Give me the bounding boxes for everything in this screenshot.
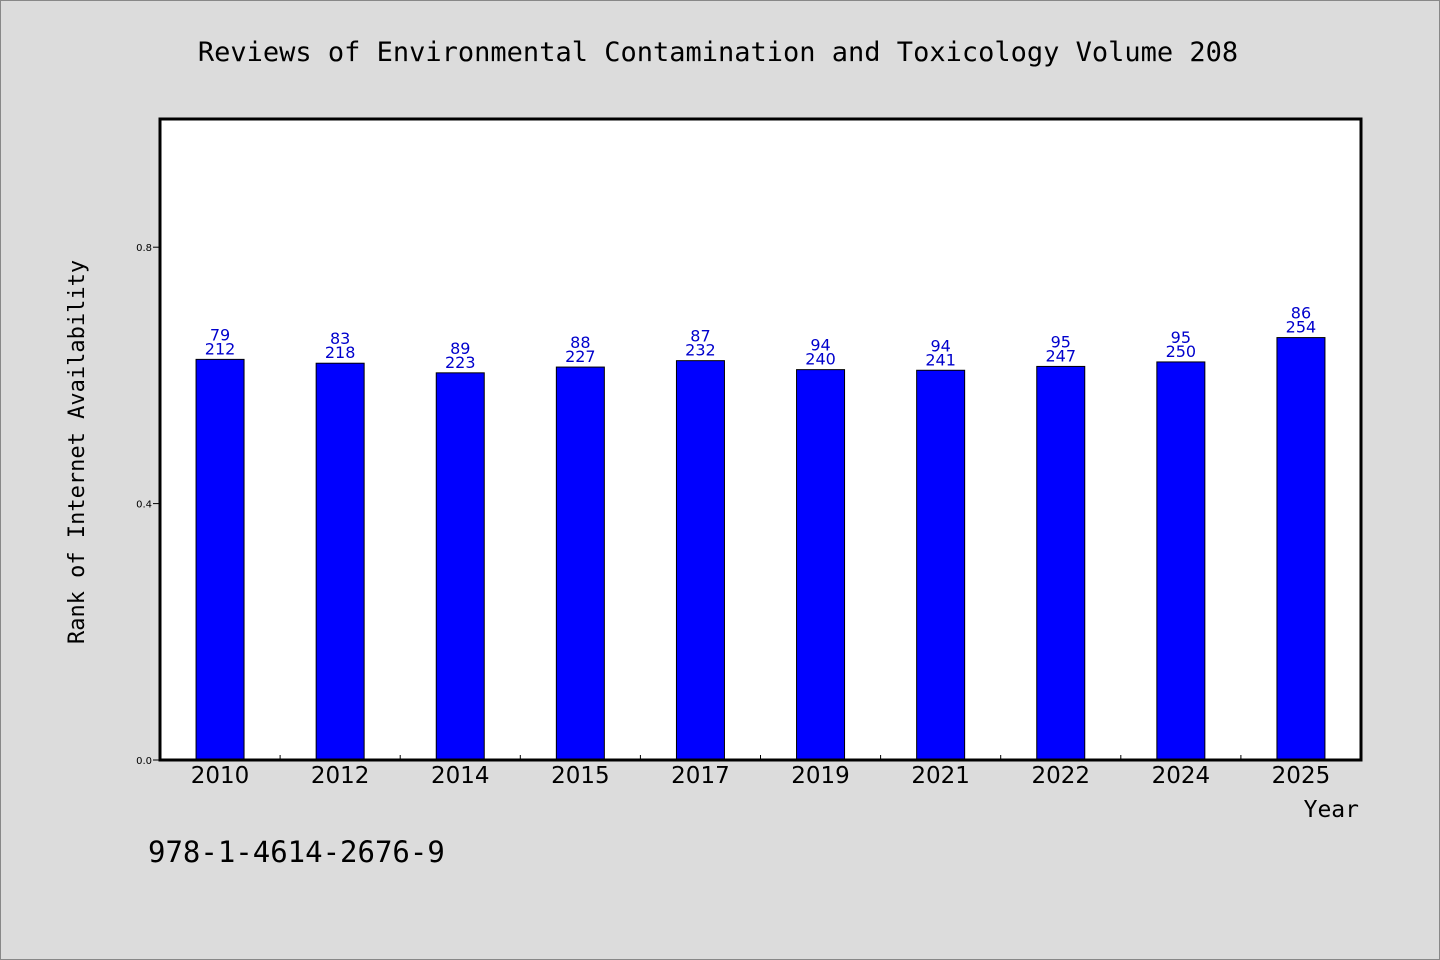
- x-tick-label: 2014: [431, 763, 490, 789]
- x-tick-label: 2025: [1272, 763, 1331, 789]
- bar: [315, 362, 365, 761]
- x-tick-label: 2019: [791, 763, 850, 789]
- y-tick-label: 0.4: [136, 500, 152, 511]
- bar: [916, 369, 966, 761]
- bar: [195, 358, 245, 761]
- data-label-bottom: 227: [565, 347, 596, 366]
- data-label-top: 89: [450, 339, 470, 358]
- x-tick-label: 2017: [671, 763, 730, 789]
- data-label-top: 79: [210, 325, 230, 344]
- data-label-bottom: 232: [685, 341, 716, 360]
- data-label-bottom: 223: [445, 353, 476, 372]
- x-tick-label: 2021: [911, 763, 970, 789]
- data-label-bottom: 240: [805, 350, 836, 369]
- chart-title: Reviews of Environmental Contamination a…: [198, 37, 1238, 68]
- data-label-top: 88: [570, 333, 590, 352]
- y-tick-label: 0.0: [136, 756, 152, 767]
- data-label-top: 94: [930, 336, 950, 355]
- plot-border: [158, 117, 1363, 762]
- data-label-top: 95: [1171, 328, 1191, 347]
- isbn-text: 978-1-4614-2676-9: [148, 835, 445, 869]
- bar: [1156, 361, 1206, 761]
- data-label-bottom: 212: [205, 339, 236, 358]
- bar-series: [195, 337, 1326, 761]
- x-tick-label: 2015: [551, 763, 610, 789]
- data-label-bottom: 241: [925, 350, 956, 369]
- x-tick-label: 2012: [311, 763, 370, 789]
- y-axis-label: Rank of Internet Availability: [65, 260, 90, 644]
- x-axis-label: Year: [1304, 797, 1359, 823]
- y-axis: 0.0 0.4 0.8: [136, 243, 160, 767]
- data-label-bottom: 254: [1286, 318, 1317, 337]
- x-tick-label: 2024: [1152, 763, 1211, 789]
- bar: [796, 369, 846, 761]
- y-tick-label: 0.8: [136, 243, 152, 254]
- x-axis: 2010 2012 2014 2015 2017 2019 2021 2022 2024 2025: [191, 755, 1330, 789]
- data-label-top: 95: [1051, 332, 1071, 351]
- bar: [1036, 365, 1086, 761]
- data-label-top: 87: [690, 327, 710, 346]
- bar: [1276, 337, 1326, 761]
- data-label-bottom: 218: [325, 343, 356, 362]
- data-label-top: 94: [810, 336, 830, 355]
- x-tick-label: 2010: [191, 763, 250, 789]
- data-label-bottom: 247: [1045, 346, 1076, 365]
- bar: [675, 360, 725, 761]
- bar: [555, 366, 605, 761]
- data-label-bottom: 250: [1166, 342, 1197, 361]
- data-label-top: 86: [1291, 304, 1311, 323]
- x-tick-label: 2022: [1031, 763, 1090, 789]
- data-label-top: 83: [330, 329, 350, 348]
- bar: [435, 372, 485, 761]
